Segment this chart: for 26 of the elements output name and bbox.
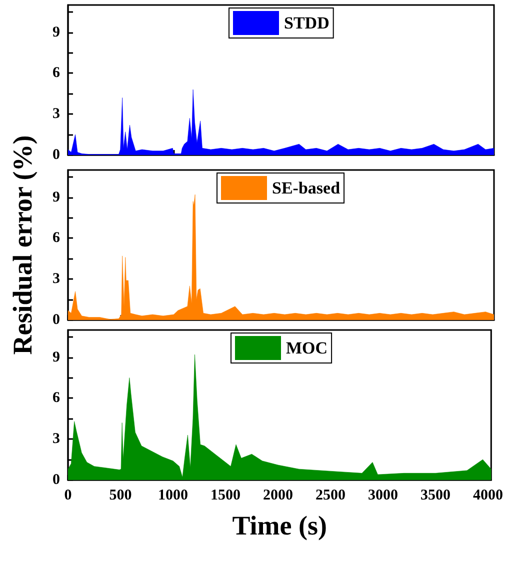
x-tick-label: 1000 (158, 488, 188, 504)
x-axis-title: Time (s) (232, 510, 327, 540)
x-tick-label: 0 (64, 488, 72, 504)
y-tick-label: 6 (52, 230, 60, 246)
y-tick-label: 3 (52, 271, 60, 288)
x-tick-label: 3000 (368, 488, 398, 504)
y-tick-label: 9 (52, 24, 60, 40)
x-tick-label: 4000 (473, 488, 503, 504)
x-tick-label: 1500 (210, 488, 240, 504)
legend-label: STDD (284, 14, 330, 32)
x-tick-label: 500 (109, 488, 132, 504)
y-tick-label: 3 (52, 431, 60, 448)
legend-label: SE-based (272, 178, 341, 198)
y-tick-label: 0 (52, 312, 60, 328)
y-tick-label: 9 (52, 349, 60, 366)
x-tick-label: 2500 (316, 488, 346, 504)
x-tick-label: 2000 (263, 488, 293, 504)
y-tick-label: 0 (52, 472, 60, 488)
x-tick-label: 3500 (420, 488, 450, 504)
y-axis-title: Residual error (%) (8, 135, 38, 355)
y-tick-label: 3 (52, 106, 60, 122)
y-tick-label: 6 (52, 65, 60, 82)
y-tick-label: 6 (52, 390, 60, 406)
y-tick-label: 9 (52, 189, 60, 206)
legend-label: MOC (286, 338, 328, 358)
y-tick-label: 0 (52, 147, 60, 163)
